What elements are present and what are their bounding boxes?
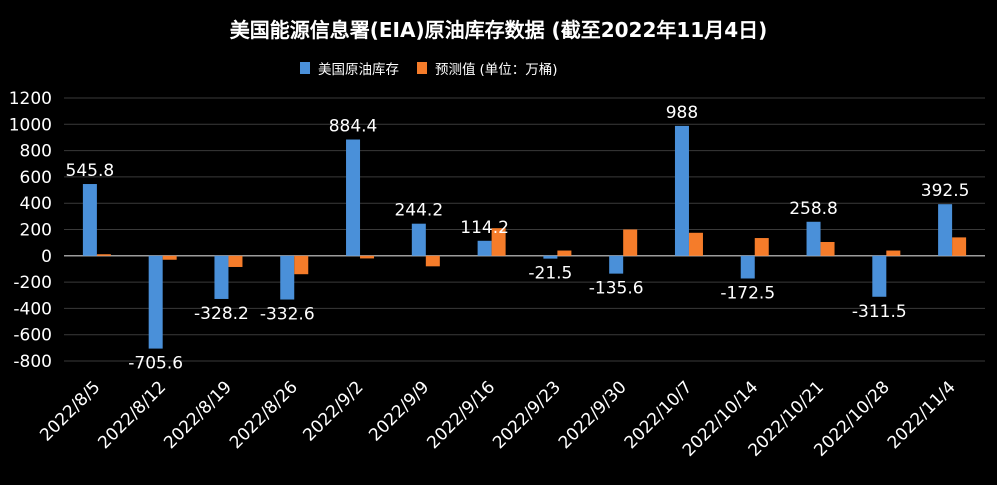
- y-tick-label: 0: [41, 247, 52, 267]
- bar-forecast: [557, 250, 572, 256]
- data-label: -328.2: [194, 304, 249, 324]
- legend-label-forecast: 预测值: [435, 62, 476, 78]
- bar-forecast: [228, 255, 243, 267]
- bar-forecast: [886, 250, 901, 256]
- data-label: 988: [666, 103, 698, 123]
- legend-label-actual: 美国原油库存: [318, 62, 399, 78]
- bar-actual: [346, 139, 361, 256]
- bar-actual: [411, 223, 426, 256]
- bar-actual: [609, 255, 624, 274]
- x-tick-label: 2022/9/30: [555, 377, 631, 453]
- bar-forecast: [162, 255, 177, 260]
- chart-legend: 美国原油库存 预测值 (单位：万桶): [300, 58, 576, 78]
- bar-forecast: [425, 255, 440, 267]
- y-tick-label: 600: [20, 168, 52, 188]
- legend-swatch-forecast: [417, 62, 427, 74]
- data-label: 258.8: [789, 199, 838, 219]
- bar-forecast: [952, 237, 967, 256]
- x-tick-label: 2022/9/16: [423, 377, 499, 453]
- data-label: -311.5: [852, 302, 907, 322]
- x-tick-label: 2022/11/4: [884, 377, 960, 453]
- x-tick-label: 2022/8/12: [94, 377, 170, 453]
- bar-actual: [214, 255, 229, 299]
- bar-forecast: [294, 255, 309, 275]
- legend-item-forecast[interactable]: 预测值 (单位：万桶): [417, 58, 558, 78]
- bar-forecast: [360, 255, 375, 259]
- x-tick-label: 2022/8/19: [160, 377, 236, 453]
- x-tick-label: 2022/9/2: [299, 377, 367, 445]
- y-tick-label: 800: [20, 142, 52, 162]
- data-label: -332.6: [260, 305, 315, 325]
- y-tick-label: 1000: [9, 115, 52, 135]
- bar-actual: [148, 255, 163, 349]
- bar-actual: [872, 255, 887, 297]
- bar-actual: [477, 240, 492, 256]
- chart-title: 美国能源信息署(EIA)原油库存数据 (截至2022年11月4日): [229, 18, 768, 42]
- x-tick-label: 2022/9/9: [365, 377, 433, 445]
- data-label: 244.2: [394, 201, 443, 221]
- bar-actual: [82, 184, 97, 256]
- bar-forecast: [96, 254, 111, 256]
- data-label: -705.6: [128, 354, 183, 374]
- x-tick-label: 2022/8/5: [36, 377, 104, 445]
- data-label: 114.2: [460, 218, 509, 238]
- data-label: 392.5: [921, 181, 970, 201]
- bar-forecast: [688, 232, 703, 256]
- bar-forecast: [754, 238, 769, 256]
- bar-forecast: [623, 229, 638, 256]
- bar-actual: [938, 204, 953, 256]
- legend-swatch-actual: [300, 62, 310, 74]
- bar-forecast: [820, 241, 835, 256]
- bar-actual: [280, 255, 295, 300]
- data-label: -21.5: [528, 264, 572, 284]
- y-tick-label: 400: [20, 194, 52, 214]
- y-tick-label: -800: [13, 352, 52, 372]
- bar-actual: [806, 221, 821, 256]
- legend-item-actual[interactable]: 美国原油库存: [300, 58, 399, 78]
- legend-unit-note: (单位：万桶): [479, 62, 558, 78]
- bar-actual: [674, 125, 689, 256]
- bar-actual: [543, 255, 558, 259]
- y-tick-label: 200: [20, 221, 52, 241]
- data-label: 884.4: [329, 117, 378, 137]
- data-label: -172.5: [720, 283, 775, 303]
- data-label: 545.8: [66, 161, 115, 181]
- y-tick-label: 1200: [9, 89, 52, 109]
- data-label: -135.6: [589, 279, 644, 299]
- y-tick-label: -200: [13, 273, 52, 293]
- x-tick-label: 2022/8/26: [226, 377, 302, 453]
- y-tick-label: -400: [13, 299, 52, 319]
- x-tick-label: 2022/9/23: [489, 377, 565, 453]
- bar-forecast: [491, 228, 506, 256]
- bar-actual: [740, 255, 755, 279]
- y-tick-label: -600: [13, 326, 52, 346]
